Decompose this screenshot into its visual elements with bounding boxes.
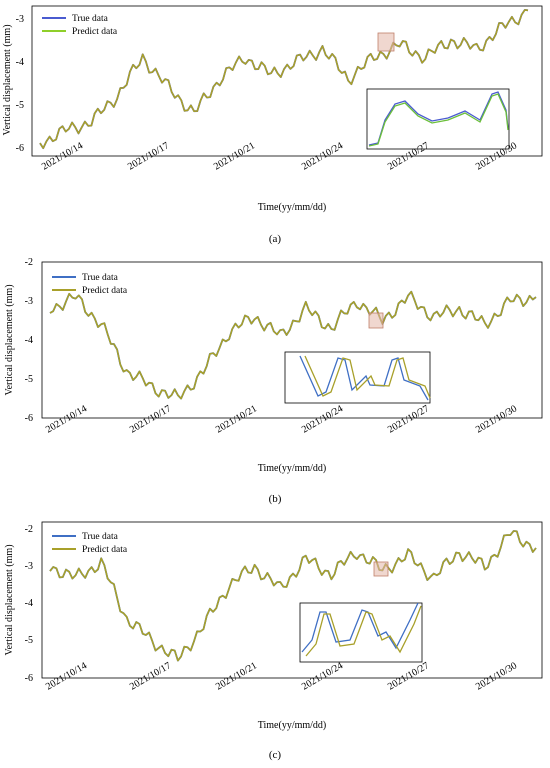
legend-label-true: True data	[82, 532, 119, 542]
zoom-region-marker	[373, 561, 389, 577]
y-axis-title: Vertical displacement (mm)	[2, 24, 13, 135]
inset-true-line	[299, 355, 429, 401]
inset-frame	[366, 88, 510, 150]
panel-caption: (b)	[269, 493, 282, 505]
x-axis-title: Time(yy/mm/dd)	[258, 720, 327, 731]
y-tick-label: -6	[25, 413, 33, 424]
x-axis-title: Time(yy/mm/dd)	[258, 202, 327, 213]
y-tick-label: -3	[16, 14, 24, 25]
x-tick-label: 2021/10/14	[40, 140, 85, 172]
panel-caption: (c)	[269, 749, 282, 761]
zoom-inset	[299, 602, 423, 663]
y-axis-ticks: -6 -5 -4 -3 -2	[25, 524, 33, 684]
legend-label-true: True data	[82, 273, 119, 283]
zoom-region-marker	[368, 312, 384, 329]
x-tick-label: 2021/10/24	[300, 140, 345, 172]
y-tick-label: -4	[25, 598, 33, 609]
panel-a: -6 -5 -4 -3 True data Predict data 2021/…	[2, 5, 543, 245]
x-tick-label: 2021/10/30	[474, 660, 519, 692]
x-tick-label: 2021/10/21	[214, 403, 259, 435]
plot-frame	[31, 5, 543, 157]
zoom-inset	[366, 88, 510, 150]
legend-label-predict: Predict data	[82, 286, 128, 296]
panel-c: -6 -5 -4 -3 -2 True data Predict data 20…	[4, 521, 543, 761]
legend: True data Predict data	[52, 273, 128, 296]
zoom-region-marker	[377, 32, 395, 52]
series-group	[49, 290, 537, 400]
y-tick-label: -2	[25, 524, 33, 535]
y-axis-ticks: -6 -5 -4 -3 -2	[25, 257, 33, 424]
x-tick-label: 2021/10/14	[44, 660, 89, 692]
legend-label-predict: Predict data	[72, 27, 118, 37]
x-tick-label: 2021/10/30	[474, 403, 519, 435]
series-group	[49, 530, 537, 662]
panel-b: -6 -5 -4 -3 -2 True data Predict data 20…	[4, 257, 543, 505]
y-tick-label: -6	[25, 673, 33, 684]
y-tick-label: -6	[16, 143, 24, 154]
y-tick-label: -4	[16, 57, 24, 68]
series-line-predict	[49, 290, 537, 400]
x-tick-label: 2021/10/21	[212, 140, 257, 172]
x-tick-label: 2021/10/17	[128, 403, 173, 435]
inset-true-line	[301, 602, 419, 653]
inset-predict-line	[304, 355, 431, 399]
y-axis-title: Vertical displacement (mm)	[4, 544, 15, 655]
panel-caption: (a)	[269, 233, 282, 245]
plot-frame	[41, 261, 543, 419]
inset-predict-line	[368, 93, 509, 147]
inset-true-line	[368, 91, 509, 146]
x-axis-date-labels: 2021/10/14 2021/10/17 2021/10/21 2021/10…	[44, 660, 519, 692]
x-axis-title: Time(yy/mm/dd)	[258, 463, 327, 474]
zoom-inset	[284, 351, 431, 404]
x-tick-label: 2021/10/24	[300, 403, 345, 435]
x-axis-date-labels: 2021/10/14 2021/10/17 2021/10/21 2021/10…	[44, 403, 519, 435]
x-tick-label: 2021/10/24	[300, 660, 345, 692]
plot-frame	[41, 521, 543, 679]
x-tick-label: 2021/10/17	[126, 140, 171, 172]
y-tick-label: -5	[25, 374, 33, 385]
y-tick-label: -4	[25, 335, 33, 346]
y-tick-label: -3	[25, 561, 33, 572]
y-tick-label: -5	[25, 635, 33, 646]
legend-label-true: True data	[72, 14, 109, 24]
x-tick-label: 2021/10/27	[386, 660, 431, 692]
series-group	[39, 8, 529, 150]
inset-predict-line	[305, 605, 422, 657]
x-tick-label: 2021/10/17	[128, 660, 173, 692]
series-line-predict	[49, 530, 537, 662]
y-tick-label: -3	[25, 296, 33, 307]
legend: True data Predict data	[52, 532, 128, 555]
y-tick-label: -5	[16, 100, 24, 111]
y-axis-ticks: -6 -5 -4 -3	[16, 14, 24, 154]
y-axis-title: Vertical displacement (mm)	[4, 284, 15, 395]
legend: True data Predict data	[42, 14, 118, 37]
series-line-predict	[39, 9, 529, 149]
x-tick-label: 2021/10/21	[214, 660, 259, 692]
x-tick-label: 2021/10/27	[386, 403, 431, 435]
x-tick-label: 2021/10/14	[44, 403, 89, 435]
legend-label-predict: Predict data	[82, 545, 128, 555]
y-tick-label: -2	[25, 257, 33, 268]
